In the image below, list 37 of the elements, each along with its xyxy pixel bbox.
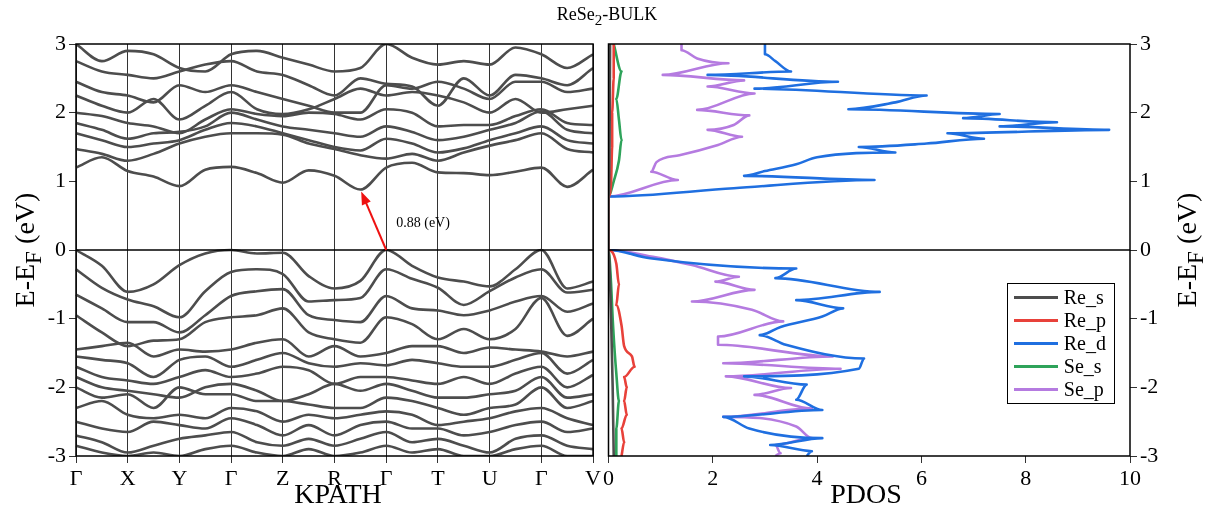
y2-tick-label: 2 — [1140, 98, 1151, 124]
y-tick-label: 0 — [55, 235, 66, 261]
y-tick-label: 1 — [55, 167, 66, 193]
y2-tick-label: -1 — [1140, 304, 1159, 330]
y2-tick-label: -3 — [1140, 441, 1159, 467]
x-axis-title: PDOS — [830, 478, 902, 509]
y-tick-label: -1 — [47, 304, 66, 330]
y-tick-label: -2 — [47, 373, 66, 399]
y2-tick-label: 1 — [1140, 167, 1151, 193]
x-tick-label: X — [119, 464, 136, 490]
x-tick-label: 4 — [811, 464, 823, 490]
legend-label: Re_s — [1063, 286, 1104, 309]
x-tick-label: 2 — [707, 464, 719, 490]
y2-tick-label: 3 — [1140, 29, 1151, 55]
y-tick-label: 3 — [55, 29, 66, 55]
legend-label: Re_d — [1063, 332, 1106, 355]
y-tick-label: 2 — [55, 98, 66, 124]
x-tick-label: U — [481, 464, 498, 490]
x-tick-label: Γ — [379, 464, 393, 490]
x-tick-label: 6 — [915, 464, 927, 490]
x-tick-label: Γ — [224, 464, 238, 490]
legend-label: Se_p — [1063, 378, 1104, 401]
legend-label: Re_p — [1063, 309, 1106, 332]
chart-title: ReSe$_{2}$-BULK — [555, 4, 659, 29]
x-tick-label: Γ — [69, 464, 83, 490]
x-tick-label: T — [431, 464, 446, 490]
x-tick-label: 10 — [1119, 464, 1141, 490]
x-tick-label: Z — [276, 464, 290, 490]
legend-label: Se_s — [1063, 355, 1102, 378]
y2-tick-label: -2 — [1140, 373, 1159, 399]
x-tick-label: 0 — [603, 464, 614, 490]
y2-tick-label: 0 — [1140, 235, 1151, 261]
x-tick-label: Γ — [534, 464, 548, 490]
x-tick-label: Y — [171, 464, 188, 490]
x-tick-label: 8 — [1020, 464, 1032, 490]
x-tick-label: V — [585, 464, 602, 490]
y-tick-label: -3 — [47, 441, 66, 467]
